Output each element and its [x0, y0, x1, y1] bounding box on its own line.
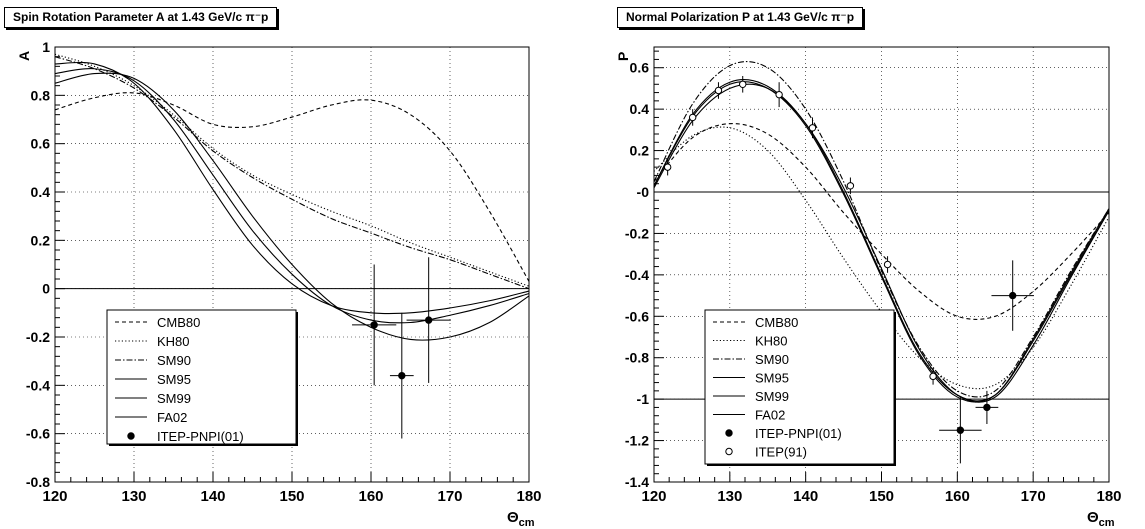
- legend-label-sm95: SM95: [755, 371, 789, 386]
- left-chart-title-text: Spin Rotation Parameter A at 1.43 GeV/c …: [13, 10, 269, 24]
- data-point-itep-91-: [883, 260, 892, 269]
- x-tick-label: 130: [717, 488, 742, 505]
- y-tick-label: -0.2: [625, 225, 649, 241]
- y-tick-label: 0.6: [630, 60, 650, 76]
- series-line-cmb80: [54, 92, 530, 282]
- series-line-sm90: [54, 56, 530, 290]
- legend-label-sm90: SM90: [755, 352, 789, 367]
- legend-label-fa02: FA02: [755, 408, 785, 423]
- data-point-itep-91-: [663, 163, 672, 171]
- data-point-itep-pnpi-01-: [424, 316, 433, 324]
- data-point-itep-91-: [775, 90, 783, 99]
- series-line-sm99: [653, 83, 1110, 403]
- y-tick-label: 0: [42, 281, 50, 297]
- series-line-cmb80: [653, 123, 1110, 320]
- y-tick-label: 0.2: [630, 143, 650, 159]
- series-line-sm95: [54, 68, 530, 324]
- left-chart-title: Spin Rotation Parameter A at 1.43 GeV/c …: [4, 7, 278, 28]
- y-tick-label: 0.4: [31, 184, 51, 200]
- y-tick-label: -0.8: [26, 474, 50, 490]
- right-chart-title-text: Normal Polarization P at 1.43 GeV/c π⁻p: [626, 10, 855, 24]
- x-tick-label: 180: [516, 488, 541, 505]
- series-line-fa02: [54, 61, 530, 315]
- legend-label-kh80: KH80: [755, 334, 788, 349]
- chart-0: 120 130 140 150 160 170 180 -0.8 -0.6 -0.4 -0.2 0 0.…: [16, 39, 542, 529]
- legend-label-itep-pnpi-01-: ITEP-PNPI(01): [755, 426, 842, 441]
- right-chart-title: Normal Polarization P at 1.43 GeV/c π⁻p: [617, 7, 864, 28]
- y-tick-label: -0.4: [625, 267, 649, 283]
- data-point-itep-91-: [714, 86, 723, 95]
- legend-label-sm99: SM99: [157, 391, 191, 406]
- y-tick-label: -0.6: [625, 308, 649, 324]
- x-tick-label: 170: [1021, 488, 1046, 505]
- series-line-sm95: [653, 79, 1110, 402]
- x-tick-label: 120: [641, 488, 666, 505]
- y-tick-label: 0.2: [31, 232, 51, 248]
- legend-label-itep-91-: ITEP(91): [755, 445, 807, 460]
- y-tick-label: 0.6: [31, 136, 51, 152]
- x-axis-label: Θcm: [1087, 509, 1115, 529]
- chart-1: 120 130 140 150 160 170 180 -1.4 -1.2 -1 -0.8 -0.6 -…: [615, 46, 1122, 529]
- y-tick-label: -1: [637, 391, 650, 407]
- series-line-sm99: [54, 72, 530, 341]
- data-point-itep-91-: [688, 113, 697, 122]
- y-tick-label: -0.8: [625, 350, 649, 366]
- data-point-itep-pnpi-01-: [398, 371, 406, 380]
- legend-label-cmb80: CMB80: [157, 315, 200, 330]
- y-tick-label: -1.2: [625, 433, 649, 449]
- data-point-itep-pnpi-01-: [1008, 291, 1017, 300]
- legend-marker: [127, 432, 135, 440]
- x-tick-label: 120: [42, 488, 67, 505]
- legend-label-sm95: SM95: [157, 372, 191, 387]
- series-line-sm90: [653, 61, 1110, 398]
- y-tick-label: -1.4: [625, 474, 649, 490]
- data-point-itep-91-: [846, 182, 855, 190]
- x-tick-label: 140: [200, 488, 225, 505]
- legend-marker: [725, 429, 733, 437]
- data-point-itep-91-: [808, 124, 817, 132]
- y-tick-label: 0.4: [630, 101, 650, 117]
- legend-label-sm90: SM90: [157, 353, 191, 368]
- y-axis-label: P: [615, 52, 631, 61]
- x-tick-label: 150: [869, 488, 894, 505]
- x-axis-label-subscript: cm: [1099, 517, 1115, 529]
- x-tick-label: 160: [358, 488, 383, 505]
- y-tick-label: -0.4: [26, 377, 50, 393]
- legend-box: [106, 309, 297, 445]
- x-tick-label: 180: [1096, 488, 1121, 505]
- legend-label-cmb80: CMB80: [755, 315, 798, 330]
- data-point-itep-pnpi-01-: [956, 426, 965, 434]
- legend-label-fa02: FA02: [157, 410, 187, 425]
- x-tick-label: 140: [793, 488, 818, 505]
- data-point-itep-91-: [929, 372, 937, 381]
- legend-label-itep-pnpi-01-: ITEP-PNPI(01): [157, 429, 244, 444]
- legend-box: [704, 309, 895, 465]
- y-tick-label: -0: [637, 184, 650, 200]
- legend-label-sm99: SM99: [755, 389, 789, 404]
- x-tick-label: 130: [121, 488, 146, 505]
- legend-label-kh80: KH80: [157, 334, 190, 349]
- data-point-itep-91-: [739, 80, 747, 88]
- y-tick-label: -0.2: [26, 329, 50, 345]
- x-tick-label: 170: [437, 488, 462, 505]
- data-point-itep-pnpi-01-: [370, 321, 378, 329]
- y-axis-label: A: [16, 51, 32, 61]
- series-line-kh80: [54, 53, 530, 287]
- x-tick-label: 160: [945, 488, 970, 505]
- y-tick-label: -0.6: [26, 426, 50, 442]
- x-tick-label: 150: [279, 488, 304, 505]
- y-tick-label: 0.8: [31, 87, 51, 103]
- data-point-itep-pnpi-01-: [983, 403, 991, 412]
- series-line-fa02: [653, 81, 1110, 403]
- x-axis-label-subscript: cm: [519, 517, 535, 529]
- y-tick-label: 1: [42, 39, 50, 55]
- x-axis-label: Θcm: [507, 509, 535, 529]
- legend-marker: [725, 447, 733, 456]
